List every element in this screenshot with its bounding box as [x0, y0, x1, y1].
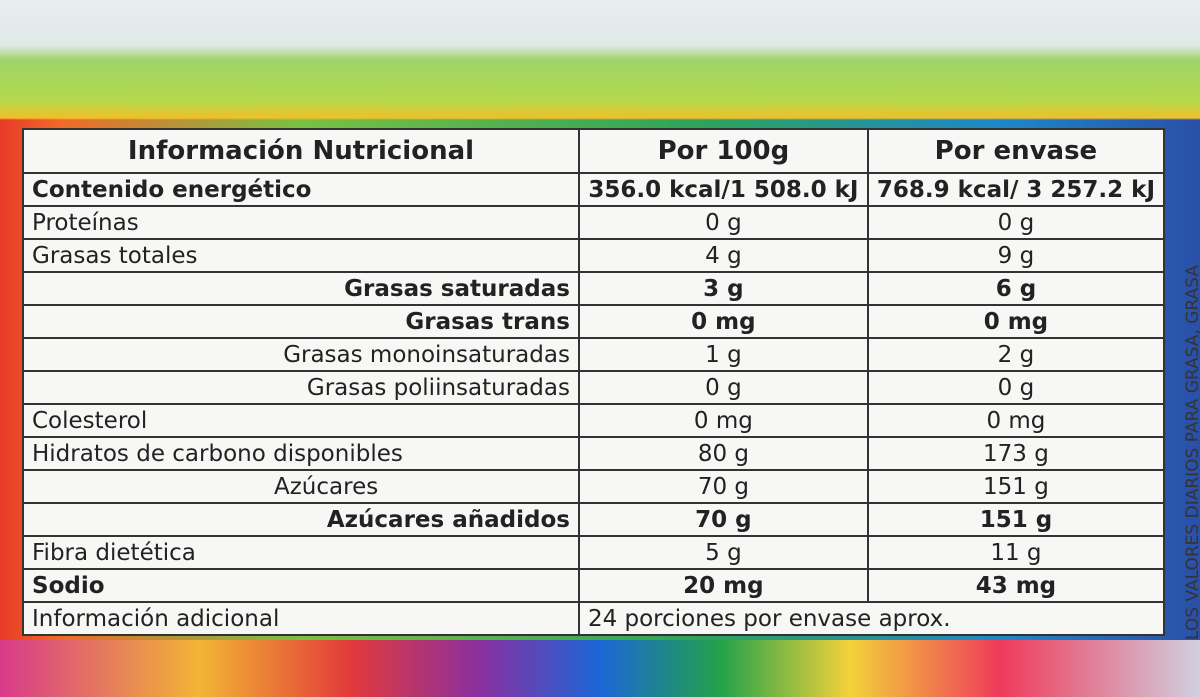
value-cell: 11 g	[866, 535, 1166, 570]
value-cell: 6 g	[866, 271, 1166, 306]
label-cell: Azúcares añadidos	[22, 502, 580, 537]
value-cell: 70 g	[577, 502, 869, 537]
value-cell: 151 g	[866, 469, 1166, 504]
note-cell: 24 porciones por envase aprox.	[577, 601, 1166, 636]
nutrient-row: Azúcares añadidos 70 g 151 g	[22, 502, 1166, 537]
label-cell: Azúcares	[22, 469, 580, 504]
value-cell: 0 mg	[866, 304, 1166, 339]
label-cell: Grasas trans	[22, 304, 580, 339]
nutrient-row: Sodio 20 mg 43 mg	[22, 568, 1166, 603]
value-cell: 5 g	[577, 535, 869, 570]
header-cell: Información Nutricional	[22, 128, 580, 174]
label-cell: Grasas monoinsaturadas	[22, 337, 580, 372]
nutrition-table: Información Nutricional Por 100g Por envas…	[22, 128, 1166, 636]
label-cell: Grasas saturadas	[22, 271, 580, 306]
header-cell: Por 100g	[577, 128, 869, 174]
nutrient-row: Hidratos de carbono disponibles 80 g 173 g	[22, 436, 1166, 471]
nutrient-row: Contenido energético 356.0 kcal/1 508.0 k…	[22, 172, 1166, 207]
footer-row: Información adicional 24 porciones por en…	[22, 601, 1166, 636]
header-cell: Por envase	[866, 128, 1166, 174]
value-cell: 4 g	[577, 238, 869, 273]
value-cell: 20 mg	[577, 568, 869, 603]
label-cell: Proteínas	[22, 205, 580, 240]
nutrient-row: Grasas trans 0 mg 0 mg	[22, 304, 1166, 339]
package-stripes	[0, 640, 1200, 697]
label-cell: Contenido energético	[22, 172, 580, 207]
header-row: Información Nutricional Por 100g Por envas…	[22, 128, 1166, 174]
value-cell: 356.0 kcal/1 508.0 kJ	[577, 172, 869, 207]
value-cell: 0 mg	[577, 403, 869, 438]
label-cell: Grasas totales	[22, 238, 580, 273]
value-cell: 2 g	[866, 337, 1166, 372]
value-cell: 3 g	[577, 271, 869, 306]
value-cell: 70 g	[577, 469, 869, 504]
value-cell: 9 g	[866, 238, 1166, 273]
value-cell: 768.9 kcal/ 3 257.2 kJ	[866, 172, 1166, 207]
value-cell: 1 g	[577, 337, 869, 372]
label-cell: Fibra dietética	[22, 535, 580, 570]
value-cell: 0 g	[866, 370, 1166, 405]
nutrient-row: Fibra dietética 5 g 11 g	[22, 535, 1166, 570]
value-cell: 0 mg	[577, 304, 869, 339]
value-cell: 80 g	[577, 436, 869, 471]
value-cell: 0 g	[866, 205, 1166, 240]
label-cell: Hidratos de carbono disponibles	[22, 436, 580, 471]
nutrient-row: Colesterol 0 mg 0 mg	[22, 403, 1166, 438]
value-cell: 43 mg	[866, 568, 1166, 603]
value-cell: 173 g	[866, 436, 1166, 471]
value-cell: 0 g	[577, 205, 869, 240]
side-text: LOS VALORES DIARIOS PARA GRASA, GRASA	[1183, 265, 1200, 640]
label-cell: Grasas poliinsaturadas	[22, 370, 580, 405]
value-cell: 151 g	[866, 502, 1166, 537]
label-cell: Sodio	[22, 568, 580, 603]
value-cell: 0 g	[577, 370, 869, 405]
label-cell: Colesterol	[22, 403, 580, 438]
label-cell: Información adicional	[22, 601, 580, 636]
value-cell: 0 mg	[866, 403, 1166, 438]
nutrient-row: Azúcares 70 g 151 g	[22, 469, 1166, 504]
